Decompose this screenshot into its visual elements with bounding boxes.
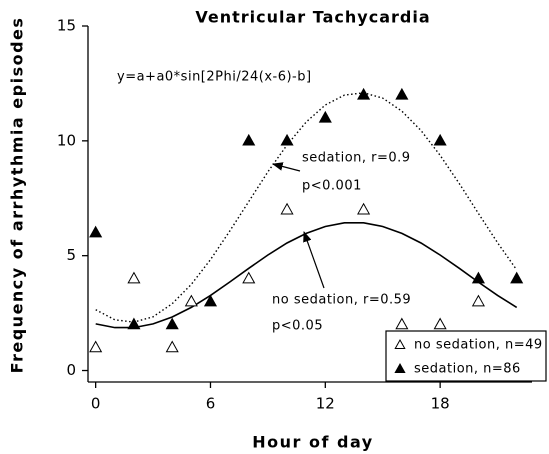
- annotation: p<0.05: [272, 319, 323, 334]
- point: [510, 271, 524, 284]
- annotation: y=a+a0*sin[2Phi/24(x-6)-b]: [117, 70, 312, 85]
- point: [165, 340, 179, 353]
- point: [471, 294, 485, 307]
- fit-curve: [95, 92, 518, 323]
- x-tick-label: 6: [206, 395, 216, 413]
- y-tick-label: 5: [66, 246, 76, 264]
- point: [395, 87, 409, 100]
- point: [89, 225, 103, 238]
- chart-title: Ventricular Tachycardia: [195, 8, 430, 27]
- legend-label: no sedation, n=49: [414, 338, 543, 353]
- point: [318, 110, 332, 123]
- point: [127, 271, 141, 284]
- legend-label: sedation, n=86: [414, 362, 521, 377]
- legend-marker: [394, 338, 406, 349]
- point: [165, 317, 179, 330]
- arrow: [303, 230, 325, 289]
- y-axis-label: Frequency of arrhythmia episodes: [8, 17, 27, 374]
- annotation: p<0.001: [302, 179, 362, 194]
- point: [433, 317, 447, 330]
- point: [357, 202, 371, 215]
- x-axis-label: Hour of day: [252, 433, 373, 452]
- point: [203, 294, 218, 307]
- point: [127, 317, 141, 330]
- fit-curve: [95, 222, 518, 329]
- point: [395, 317, 409, 330]
- x-tick-label: 12: [316, 395, 335, 413]
- annotation: no sedation, r=0.59: [272, 293, 411, 308]
- point: [184, 294, 198, 307]
- point: [242, 133, 256, 146]
- y-tick-label: 0: [66, 361, 76, 379]
- legend-box: [385, 330, 547, 382]
- point: [280, 202, 294, 215]
- point: [357, 87, 371, 100]
- point: [89, 340, 103, 353]
- x-tick-label: 0: [91, 395, 101, 413]
- legend-marker: [394, 362, 406, 373]
- annotation: sedation, r=0.9: [302, 151, 411, 166]
- y-tick-label: 15: [57, 17, 76, 35]
- arrow: [271, 162, 301, 172]
- point: [433, 133, 447, 146]
- point: [471, 271, 485, 284]
- point: [280, 133, 294, 146]
- y-tick-label: 10: [57, 131, 76, 149]
- point: [242, 271, 256, 284]
- x-tick-label: 18: [431, 395, 450, 413]
